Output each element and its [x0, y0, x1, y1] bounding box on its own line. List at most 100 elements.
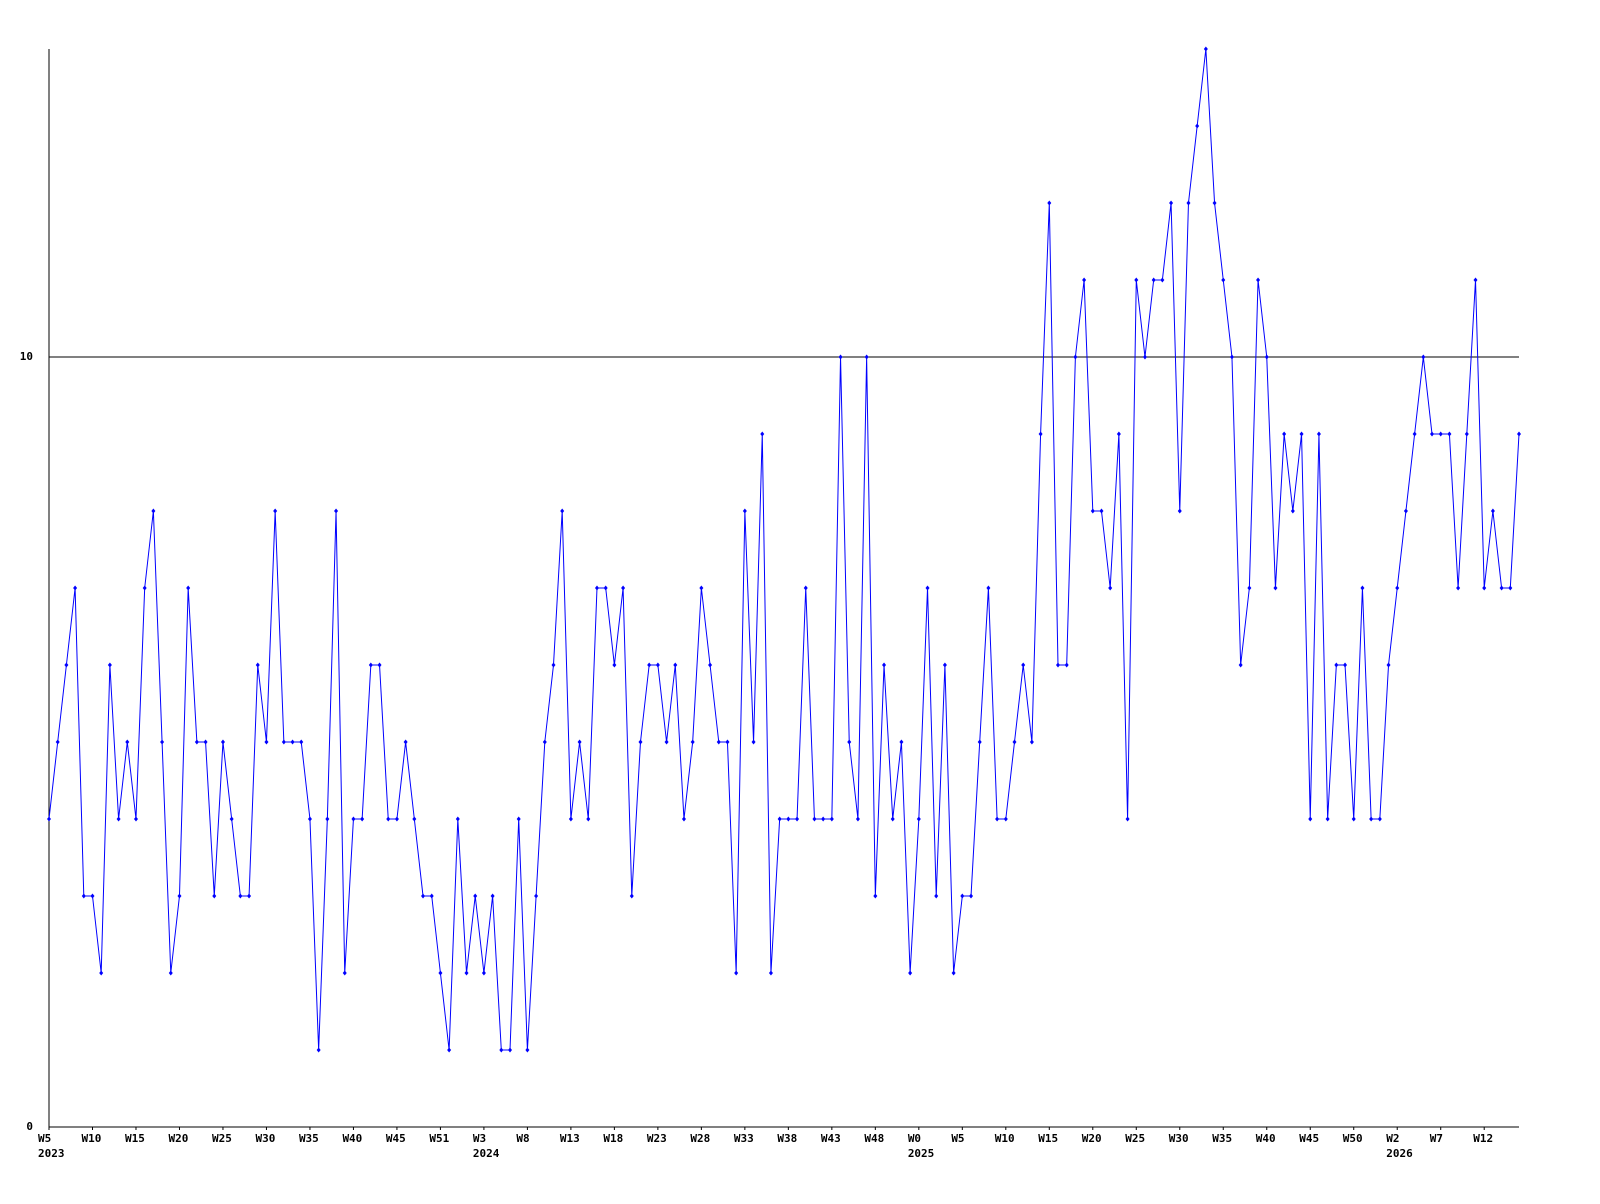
x-tick-label: W38 — [777, 1132, 797, 1145]
point — [603, 585, 608, 591]
point — [325, 816, 330, 822]
point — [681, 816, 686, 822]
point — [429, 893, 434, 899]
point — [499, 1047, 504, 1053]
x-tick-label: W10 — [81, 1132, 101, 1145]
point — [1377, 816, 1382, 822]
point — [734, 970, 739, 976]
point — [1412, 431, 1417, 437]
point — [934, 893, 939, 899]
point — [577, 739, 582, 745]
x-tick-label: W12 — [1473, 1132, 1493, 1145]
point — [438, 970, 443, 976]
point — [1151, 277, 1156, 283]
point — [821, 816, 826, 822]
point — [316, 1047, 321, 1053]
point — [673, 662, 678, 668]
point — [1456, 585, 1461, 591]
point — [960, 893, 965, 899]
point — [273, 508, 278, 514]
point — [1108, 585, 1113, 591]
point — [690, 739, 695, 745]
year-label: 2025 — [908, 1147, 935, 1160]
point — [725, 739, 730, 745]
point — [168, 970, 173, 976]
x-tick-label: W45 — [1299, 1132, 1319, 1145]
x-tick-label: W45 — [386, 1132, 406, 1145]
point — [1421, 354, 1426, 360]
point — [1482, 585, 1487, 591]
point — [107, 662, 112, 668]
point — [638, 739, 643, 745]
point — [229, 816, 234, 822]
year-label: 2026 — [1386, 1147, 1413, 1160]
x-tick-label: W2 — [1386, 1132, 1399, 1145]
point — [977, 739, 982, 745]
x-tick-label: W0 — [908, 1132, 921, 1145]
point — [716, 739, 721, 745]
point — [1169, 200, 1174, 206]
point — [47, 816, 51, 822]
point — [795, 816, 800, 822]
point — [1221, 277, 1226, 283]
point — [908, 970, 913, 976]
point — [995, 816, 1000, 822]
point — [873, 893, 878, 899]
point — [1160, 277, 1165, 283]
point — [1142, 354, 1147, 360]
point — [490, 893, 495, 899]
point — [803, 585, 808, 591]
point — [1473, 277, 1478, 283]
point — [160, 739, 165, 745]
point — [394, 816, 399, 822]
point — [1029, 739, 1034, 745]
point — [133, 816, 138, 822]
point — [73, 585, 78, 591]
point — [1490, 508, 1495, 514]
x-tick-label: W28 — [690, 1132, 710, 1145]
point — [1395, 585, 1400, 591]
x-tick-label: W15 — [125, 1132, 145, 1145]
point — [1195, 123, 1200, 129]
point — [647, 662, 652, 668]
point — [855, 816, 860, 822]
point — [829, 816, 834, 822]
point — [612, 662, 617, 668]
point — [760, 431, 765, 437]
x-tick-label: W35 — [299, 1132, 319, 1145]
point — [55, 739, 60, 745]
point — [377, 662, 382, 668]
point — [1351, 816, 1356, 822]
year-label: 2023 — [38, 1147, 65, 1160]
point — [942, 662, 947, 668]
point — [1308, 816, 1313, 822]
point — [281, 739, 286, 745]
point — [1517, 431, 1521, 437]
point — [64, 662, 69, 668]
x-tick-label: W5 — [38, 1132, 51, 1145]
point — [1325, 816, 1330, 822]
point — [1099, 508, 1104, 514]
point — [594, 585, 599, 591]
point — [299, 739, 304, 745]
x-tick-label: W33 — [734, 1132, 754, 1145]
point — [1369, 816, 1374, 822]
point — [1256, 277, 1261, 283]
point — [1238, 662, 1243, 668]
x-tick-label: W35 — [1212, 1132, 1232, 1145]
point — [699, 585, 704, 591]
point — [1090, 508, 1095, 514]
point — [255, 662, 260, 668]
x-tick-label: W43 — [821, 1132, 841, 1145]
x-tick-label: W13 — [560, 1132, 580, 1145]
x-tick-label: W5 — [951, 1132, 964, 1145]
x-tick-label: W23 — [647, 1132, 667, 1145]
point — [1082, 277, 1087, 283]
line — [48, 48, 1520, 1051]
point — [481, 970, 486, 976]
point — [508, 1047, 513, 1053]
point — [1334, 662, 1339, 668]
point — [812, 816, 817, 822]
point — [342, 970, 347, 976]
